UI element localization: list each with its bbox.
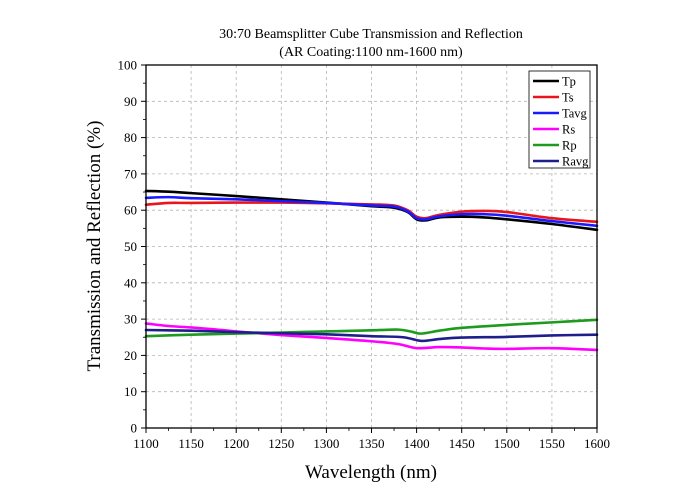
axis-ticks: 1100 1150 1200 1250 1300 1350 1400 1450 1500 1550… — [118, 58, 611, 452]
x-tick-label: 1350 — [359, 436, 385, 451]
legend-label-ts: Ts — [562, 91, 574, 105]
y-tick-label: 100 — [118, 58, 138, 73]
y-tick-label: 0 — [131, 421, 138, 436]
legend-label-ravg: Ravg — [562, 155, 589, 169]
series-line-rs — [144, 322, 599, 352]
y-tick-label: 80 — [124, 130, 137, 145]
x-tick-label: 1600 — [584, 436, 610, 451]
legend-box — [528, 70, 591, 169]
x-tick-label: 1200 — [223, 436, 249, 451]
y-tick-label: 40 — [124, 275, 137, 290]
y-tick-label: 30 — [124, 312, 137, 327]
x-tick-label: 1450 — [449, 436, 475, 451]
x-axis-label: Wavelength (nm) — [305, 462, 437, 483]
legend-label-rs: Rs — [562, 123, 575, 137]
y-tick-label: 70 — [124, 166, 137, 181]
y-tick-label: 90 — [124, 94, 137, 109]
y-tick-label: 10 — [124, 384, 137, 399]
series-line-tavg — [144, 195, 599, 228]
legend-label-rp: Rp — [562, 139, 577, 153]
x-tick-label: 1150 — [178, 436, 204, 451]
y-tick-label: 20 — [124, 348, 137, 363]
x-tick-label: 1250 — [268, 436, 294, 451]
series-lines — [144, 189, 599, 352]
x-tick-label: 1300 — [313, 436, 339, 451]
y-tick-label: 50 — [124, 239, 137, 254]
legend: Tp Ts Tavg Rs Rp Ravg — [528, 70, 591, 169]
y-axis-label: Transmission and Reflection (%) — [84, 120, 105, 371]
chart-title: 30:70 Beamsplitter Cube Transmission and… — [219, 27, 523, 42]
chart-subtitle: (AR Coating:1100 nm-1600 nm) — [279, 45, 463, 60]
grid — [146, 65, 597, 428]
x-tick-label: 1400 — [404, 436, 430, 451]
legend-label-tavg: Tavg — [562, 107, 588, 121]
x-tick-label: 1500 — [494, 436, 520, 451]
x-tick-label: 1550 — [539, 436, 565, 451]
legend-label-tp: Tp — [562, 75, 576, 89]
series-line-ravg — [144, 328, 599, 343]
x-tick-label: 1100 — [133, 436, 159, 451]
y-tick-label: 60 — [124, 203, 137, 218]
